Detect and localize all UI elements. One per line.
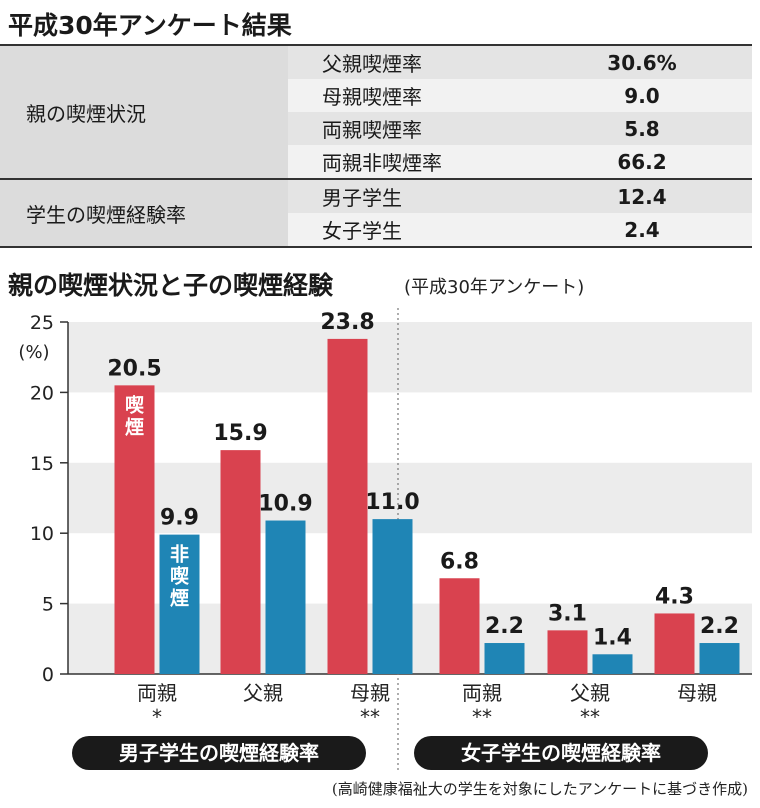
bar-nonsmoke bbox=[592, 654, 633, 674]
bar-nonsmoke bbox=[159, 534, 200, 674]
group-pill bbox=[414, 736, 708, 770]
in-bar-label-smoke: 煙 bbox=[125, 416, 144, 438]
group-label-students: 学生の喫煙経験率 bbox=[0, 179, 288, 248]
row-value: 66.2 bbox=[532, 145, 752, 180]
bar-smoke bbox=[654, 613, 695, 674]
value-label-smoke: 3.1 bbox=[548, 601, 587, 626]
bar-smoke bbox=[439, 578, 480, 674]
group-pill-label: 女子学生の喫煙経験率 bbox=[461, 741, 661, 765]
in-bar-label-smoke: 喫 bbox=[125, 393, 144, 416]
row-item: 母親喫煙率 bbox=[288, 79, 532, 112]
value-label-smoke: 23.8 bbox=[320, 310, 374, 335]
category-label: 母親 bbox=[350, 681, 390, 705]
table-row: 両親非喫煙率 66.2 bbox=[0, 145, 752, 180]
bar-smoke bbox=[114, 385, 155, 674]
y-tick-label: 5 bbox=[42, 594, 54, 616]
y-tick-label: 15 bbox=[30, 453, 54, 475]
row-item: 両親喫煙率 bbox=[288, 112, 532, 145]
in-bar-label-nonsmoke: 非 bbox=[170, 544, 189, 566]
y-tick-label: 10 bbox=[30, 523, 54, 545]
bar-smoke bbox=[547, 630, 588, 674]
category-label: 父親 bbox=[243, 681, 283, 705]
category-label: 両親 bbox=[137, 681, 177, 705]
chart-title: 親の喫煙状況と子の喫煙経験 bbox=[8, 271, 334, 300]
value-label-smoke: 15.9 bbox=[213, 421, 267, 446]
y-tick-label: 25 bbox=[30, 312, 54, 334]
page-title: 平成30年アンケート結果 bbox=[8, 11, 292, 40]
source-note: (高崎健康福祉大の学生を対象にしたアンケートに基づき作成) bbox=[331, 780, 748, 798]
value-label-nonsmoke: 11.0 bbox=[365, 490, 419, 515]
table-row: 母親喫煙率 9.0 bbox=[0, 79, 752, 112]
category-mark: ** bbox=[580, 705, 600, 729]
grid-band bbox=[68, 322, 752, 393]
category-mark: * bbox=[152, 705, 162, 729]
value-label-nonsmoke: 1.4 bbox=[593, 625, 632, 650]
bar-nonsmoke bbox=[372, 519, 413, 674]
category-label: 母親 bbox=[677, 681, 717, 705]
row-value: 12.4 bbox=[532, 179, 752, 213]
row-value: 30.6% bbox=[532, 46, 752, 79]
row-value: 9.0 bbox=[532, 79, 752, 112]
value-label-nonsmoke: 9.9 bbox=[160, 506, 199, 531]
bar-smoke bbox=[220, 450, 261, 674]
y-axis-unit: (%) bbox=[18, 342, 49, 363]
group-pill bbox=[72, 736, 366, 770]
value-label-smoke: 20.5 bbox=[107, 356, 161, 381]
chart-subtitle: (平成30年アンケート) bbox=[404, 277, 585, 298]
bar-nonsmoke bbox=[699, 643, 740, 674]
value-label-smoke: 4.3 bbox=[655, 584, 694, 609]
table-row: 両親喫煙率 5.8 bbox=[0, 112, 752, 145]
value-label-nonsmoke: 2.2 bbox=[485, 614, 524, 639]
category-mark: ** bbox=[360, 705, 380, 729]
bar-nonsmoke bbox=[265, 520, 306, 674]
table-row: 親の喫煙状況 父親喫煙率 30.6% bbox=[0, 46, 752, 180]
bar-nonsmoke bbox=[484, 643, 525, 674]
y-tick-label: 20 bbox=[30, 382, 54, 404]
bar-smoke bbox=[327, 338, 368, 674]
row-item: 父親喫煙率 bbox=[288, 46, 532, 79]
category-label: 父親 bbox=[570, 681, 610, 705]
bar-chart: 0510152025(%)20.59.9両親*15.910.9父親23.811.… bbox=[18, 308, 752, 770]
row-item: 女子学生 bbox=[288, 213, 532, 248]
value-label-nonsmoke: 2.2 bbox=[700, 614, 739, 639]
row-value: 2.4 bbox=[532, 213, 752, 248]
category-mark: ** bbox=[472, 705, 492, 729]
stats-table: 親の喫煙状況 父親喫煙率 30.6% 母親喫煙率 9.0 両親喫煙率 5.8 両… bbox=[0, 46, 752, 248]
value-label-smoke: 6.8 bbox=[440, 549, 479, 574]
row-item: 男子学生 bbox=[288, 179, 532, 213]
table-row: 女子学生 2.4 bbox=[0, 213, 752, 248]
top-rule bbox=[0, 44, 752, 46]
row-item: 両親非喫煙率 bbox=[288, 145, 532, 180]
in-bar-label-nonsmoke: 煙 bbox=[170, 588, 189, 610]
row-value: 5.8 bbox=[532, 112, 752, 145]
value-label-nonsmoke: 10.9 bbox=[258, 492, 312, 517]
y-tick-label: 0 bbox=[42, 664, 54, 686]
group-label-parents: 親の喫煙状況 bbox=[0, 46, 288, 180]
in-bar-label-nonsmoke: 喫 bbox=[170, 565, 189, 588]
group-pill-label: 男子学生の喫煙経験率 bbox=[119, 741, 319, 765]
table-row: 学生の喫煙経験率 男子学生 12.4 bbox=[0, 179, 752, 248]
category-label: 両親 bbox=[462, 681, 502, 705]
